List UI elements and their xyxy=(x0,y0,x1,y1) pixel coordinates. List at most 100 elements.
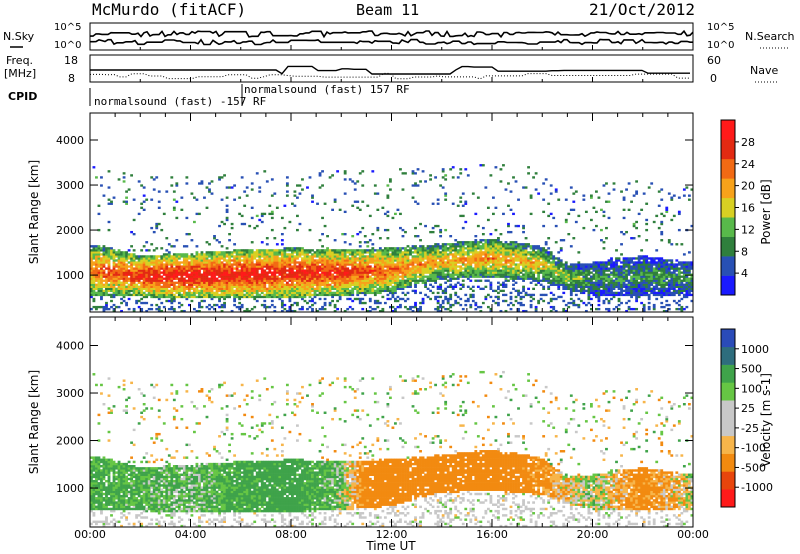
power-cell xyxy=(353,255,357,258)
power-cell xyxy=(195,279,199,282)
power-cell xyxy=(308,176,312,179)
power-cell xyxy=(436,251,440,254)
power-cell xyxy=(135,293,139,297)
power-cell xyxy=(218,275,221,278)
power-cell xyxy=(424,285,427,288)
power-cell xyxy=(592,283,596,286)
power-cell xyxy=(107,261,111,264)
power-cell xyxy=(471,253,475,256)
power-cell xyxy=(235,285,239,288)
power-cell xyxy=(552,277,556,280)
power-cell xyxy=(303,285,307,288)
power-cell xyxy=(507,265,510,268)
power-cell xyxy=(424,180,427,183)
power-cell xyxy=(409,285,412,288)
power-cell xyxy=(534,257,538,260)
power-cell xyxy=(160,285,164,288)
power-cell xyxy=(383,273,387,276)
power-cell xyxy=(539,269,543,272)
power-cell xyxy=(361,273,365,276)
power-cell xyxy=(514,263,518,266)
power-cell xyxy=(358,251,362,254)
power-cell xyxy=(517,259,520,262)
power-cell xyxy=(396,261,400,264)
power-cell xyxy=(436,243,440,246)
power-cell xyxy=(426,255,430,258)
power-cell xyxy=(524,263,528,266)
power-cell xyxy=(378,271,382,274)
power-cell xyxy=(265,279,269,282)
power-cell xyxy=(574,220,578,224)
power-cell xyxy=(434,271,438,274)
power-cell xyxy=(411,273,415,276)
power-cell xyxy=(401,297,405,301)
power-cell xyxy=(489,245,493,248)
power-cell xyxy=(185,253,189,256)
power-cell xyxy=(205,291,209,295)
power-cell xyxy=(378,249,382,252)
power-cell xyxy=(519,261,523,264)
power-cell xyxy=(137,255,141,258)
power-cell xyxy=(273,253,277,256)
power-cell xyxy=(431,249,435,252)
power-cell xyxy=(373,253,377,256)
power-cell xyxy=(90,283,93,286)
power-cell xyxy=(343,269,347,272)
power-cell xyxy=(298,263,302,266)
power-cell xyxy=(559,295,563,299)
power-cell xyxy=(461,192,465,195)
power-cell xyxy=(240,281,244,284)
power-cell xyxy=(341,257,345,260)
power-cell xyxy=(486,241,490,244)
power-cell xyxy=(263,299,267,303)
power-cell xyxy=(140,271,144,274)
power-cell xyxy=(454,253,458,256)
power-cell xyxy=(152,265,156,268)
power-cell xyxy=(542,293,546,297)
power-cell xyxy=(361,297,365,301)
power-cell xyxy=(323,289,327,293)
power-cell xyxy=(243,249,247,252)
power-cell xyxy=(278,295,282,299)
power-cell xyxy=(253,283,257,286)
power-cell xyxy=(105,285,108,288)
power-cell xyxy=(351,291,355,295)
power-cell xyxy=(597,267,601,270)
power-cell xyxy=(283,257,287,260)
power-cell xyxy=(333,263,337,266)
power-cell xyxy=(466,255,470,258)
power-cell xyxy=(426,265,430,268)
power-cell xyxy=(366,277,370,280)
power-cell xyxy=(358,277,362,280)
power-cell xyxy=(301,277,304,280)
power-cell xyxy=(278,273,282,276)
power-cell xyxy=(514,247,518,250)
power-cell xyxy=(220,283,224,286)
power-cell xyxy=(577,275,581,278)
power-cell xyxy=(582,273,586,276)
power-cell xyxy=(363,301,367,305)
power-cell xyxy=(205,186,209,189)
power-cell xyxy=(230,255,234,258)
power-cell xyxy=(346,307,350,311)
power-cell xyxy=(429,249,432,252)
power-cell xyxy=(567,267,571,270)
power-cell xyxy=(507,259,510,262)
power-cell xyxy=(92,247,96,250)
power-cell xyxy=(333,251,337,254)
power-cell xyxy=(298,249,302,252)
power-cell xyxy=(275,243,279,246)
power-cell xyxy=(582,285,586,288)
power-cell xyxy=(280,277,284,280)
power-cell xyxy=(155,271,159,274)
power-cell xyxy=(534,265,538,268)
power-cell xyxy=(285,184,289,187)
power-cell xyxy=(414,283,417,286)
power-cell xyxy=(298,255,302,258)
power-cell xyxy=(574,265,578,268)
power-cell xyxy=(569,277,573,280)
power-cell xyxy=(356,267,360,270)
power-cell xyxy=(228,251,231,254)
power-cell xyxy=(343,257,347,260)
power-cell xyxy=(336,170,340,173)
